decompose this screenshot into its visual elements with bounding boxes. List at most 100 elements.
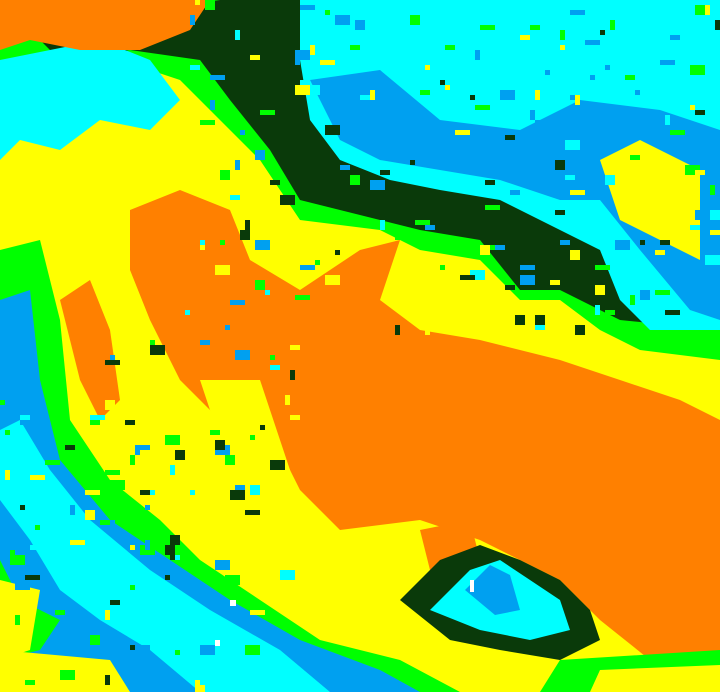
speckle xyxy=(250,80,260,85)
speckle xyxy=(360,95,375,100)
speckle xyxy=(195,680,200,690)
speckle xyxy=(480,245,490,255)
speckle xyxy=(565,140,580,150)
speckle xyxy=(570,95,575,100)
speckle xyxy=(110,415,115,420)
speckle xyxy=(145,540,150,550)
speckle xyxy=(210,75,225,80)
speckle xyxy=(105,470,120,475)
speckle xyxy=(670,35,680,40)
speckle xyxy=(560,240,570,245)
speckle xyxy=(110,480,125,490)
speckle xyxy=(235,160,240,170)
speckle xyxy=(485,245,500,250)
speckle xyxy=(205,0,215,10)
speckle xyxy=(470,95,475,100)
speckle xyxy=(290,370,295,380)
speckle xyxy=(670,130,685,135)
speckle xyxy=(130,455,135,465)
speckle xyxy=(395,325,400,335)
speckle xyxy=(455,130,470,135)
speckle xyxy=(10,555,25,565)
speckle xyxy=(55,610,65,615)
speckle xyxy=(110,600,120,605)
speckle xyxy=(210,550,220,560)
speckle xyxy=(665,310,680,315)
speckle xyxy=(640,240,645,245)
speckle xyxy=(355,65,360,70)
speckle xyxy=(295,50,310,60)
speckle xyxy=(440,80,445,85)
speckle xyxy=(715,20,720,30)
speckle xyxy=(215,440,225,450)
speckle xyxy=(380,170,390,175)
speckle xyxy=(660,20,670,25)
speckle xyxy=(20,420,25,425)
speckle xyxy=(695,110,705,115)
speckle xyxy=(370,140,385,150)
speckle xyxy=(295,60,300,65)
speckle xyxy=(5,470,10,480)
speckle xyxy=(410,15,420,25)
speckle xyxy=(280,570,295,580)
speckle xyxy=(130,585,135,590)
speckle xyxy=(705,255,720,265)
speckle xyxy=(690,130,700,140)
speckle xyxy=(80,670,95,675)
speckle xyxy=(595,265,610,270)
speckle xyxy=(110,355,115,360)
speckle xyxy=(105,610,110,620)
speckle xyxy=(255,280,265,290)
speckle xyxy=(255,150,265,160)
speckle xyxy=(125,420,135,425)
speckle xyxy=(200,340,210,345)
speckle xyxy=(250,495,255,500)
speckle xyxy=(325,10,330,15)
speckle xyxy=(505,285,515,290)
speckle xyxy=(235,350,250,360)
region-white-spot-3 xyxy=(215,640,220,646)
speckle xyxy=(630,155,640,160)
region-orange-main xyxy=(130,190,720,660)
speckle xyxy=(190,15,195,25)
speckle xyxy=(115,640,130,650)
speckle xyxy=(200,645,215,655)
speckle xyxy=(565,175,575,180)
speckle xyxy=(615,240,630,250)
speckle xyxy=(635,90,640,95)
speckle xyxy=(140,490,155,495)
speckle xyxy=(325,125,340,135)
speckle xyxy=(35,525,40,530)
speckle xyxy=(575,290,585,295)
speckle xyxy=(290,155,300,160)
speckle xyxy=(440,265,445,270)
speckle xyxy=(190,490,195,495)
speckle xyxy=(130,545,135,550)
speckle xyxy=(85,510,95,520)
speckle xyxy=(610,20,615,30)
speckle xyxy=(260,110,275,115)
speckle xyxy=(325,275,340,285)
speckle xyxy=(295,85,310,95)
speckle xyxy=(230,195,240,200)
speckle xyxy=(510,190,520,195)
speckle xyxy=(370,180,385,190)
region-spiral-blue xyxy=(465,565,520,615)
speckle xyxy=(535,315,545,325)
speckle xyxy=(135,450,140,455)
speckle xyxy=(600,30,605,35)
speckle xyxy=(20,505,25,510)
speckle xyxy=(90,420,100,425)
speckle xyxy=(85,490,100,495)
speckle xyxy=(90,635,100,645)
region-orange-top-left xyxy=(0,0,210,50)
speckle xyxy=(530,110,535,120)
speckle xyxy=(230,300,245,305)
speckle xyxy=(505,135,515,140)
speckle xyxy=(380,220,385,230)
speckle xyxy=(710,230,720,235)
speckle xyxy=(415,220,430,225)
speckle xyxy=(250,610,265,615)
